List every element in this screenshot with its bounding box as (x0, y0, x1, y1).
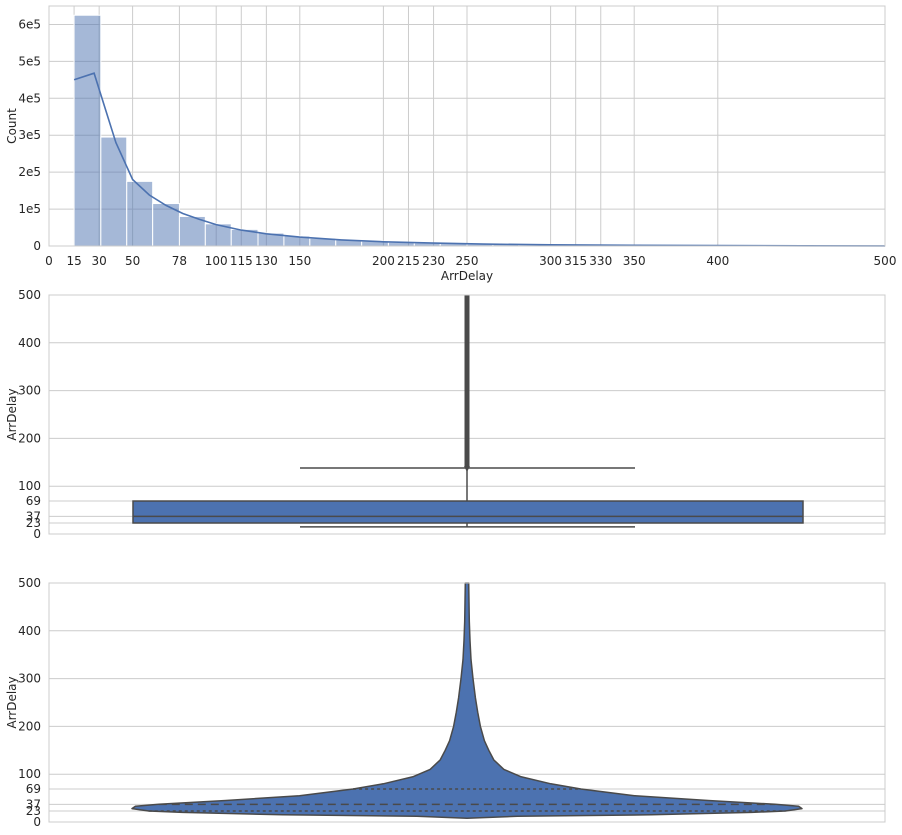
box-iqr (132, 500, 804, 524)
y-tick-label: 100 (18, 479, 41, 493)
y-tick-label: 300 (18, 672, 41, 686)
outlier-marker (464, 466, 470, 473)
y-tick-label: 4e5 (18, 91, 41, 105)
x-tick-label: 500 (874, 254, 897, 268)
x-tick-label: 30 (92, 254, 107, 268)
x-tick-label: 330 (589, 254, 612, 268)
axes-frame (48, 5, 886, 247)
y-tick-label: 69 (26, 494, 41, 508)
histogram-panel: 0 15 30 50 78 100 115 130 150 200 215 230 250 300 315 3… (5, 5, 897, 283)
histogram-bar (178, 215, 206, 247)
y-tick-label: 37 (26, 509, 41, 523)
x-axis-label: ArrDelay (441, 269, 493, 283)
y-tick-label: 500 (18, 576, 41, 590)
x-tick-label: 350 (623, 254, 646, 268)
y-axis-label: Count (5, 108, 19, 144)
y-tick-label: 400 (18, 624, 41, 638)
axes-frame (48, 582, 886, 823)
y-tick-label: 5e5 (18, 54, 41, 68)
x-tick-label: 78 (172, 254, 187, 268)
histogram-bar (73, 14, 102, 247)
y-tick-label: 3e5 (18, 128, 41, 142)
y-tick-label: 100 (18, 767, 41, 781)
kde-line (73, 72, 886, 247)
y-tick-label: 69 (26, 782, 41, 796)
x-tick-label: 150 (288, 254, 311, 268)
y-tick-label: 200 (18, 719, 41, 733)
y-axis-label: ArrDelay (5, 676, 19, 728)
y-tick-label: 0 (33, 815, 41, 829)
y-tick-label: 23 (26, 804, 41, 818)
x-tick-label: 315 (564, 254, 587, 268)
x-tick-label: 400 (706, 254, 729, 268)
histogram-bar (100, 136, 128, 247)
y-tick-label: 0 (33, 527, 41, 541)
histogram-bar (126, 180, 154, 247)
y-tick-label: 300 (18, 384, 41, 398)
x-tick-label: 250 (456, 254, 479, 268)
y-tick-label: 400 (18, 336, 41, 350)
y-tick-label: 500 (18, 288, 41, 302)
x-tick-label: 300 (539, 254, 562, 268)
outlier-points (464, 295, 470, 469)
x-tick-label: 0 (45, 254, 53, 268)
x-tick-label: 200 (372, 254, 395, 268)
x-tick-label: 130 (255, 254, 278, 268)
x-tick-label: 215 (397, 254, 420, 268)
axes-frame (48, 294, 886, 535)
y-axis-label: ArrDelay (5, 388, 19, 440)
x-tick-label: 230 (422, 254, 445, 268)
y-tick-label: 200 (18, 431, 41, 445)
x-tick-label: 100 (205, 254, 228, 268)
y-tick-label: 1e5 (18, 202, 41, 216)
y-tick-label: 6e5 (18, 17, 41, 31)
y-tick-label: 2e5 (18, 165, 41, 179)
y-tick-label: 37 (26, 797, 41, 811)
x-tick-label: 115 (230, 254, 253, 268)
x-tick-label: 15 (66, 254, 81, 268)
y-tick-label: 0 (33, 239, 41, 253)
y-tick-label: 23 (26, 516, 41, 530)
x-tick-label: 50 (125, 254, 140, 268)
